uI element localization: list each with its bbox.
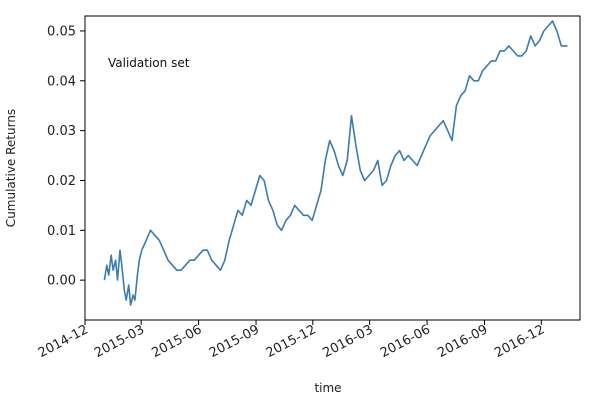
- x-axis-label: time: [314, 381, 341, 395]
- plot-frame: [84, 15, 581, 321]
- x-tick-label: 2014-12: [36, 322, 91, 361]
- y-tick-label: 0.05: [47, 24, 76, 39]
- x-tick-label: 2015-06: [149, 322, 204, 361]
- y-tick-label: 0.03: [47, 124, 76, 139]
- y-tick-label: 0.00: [47, 274, 76, 289]
- series-line-0: [103, 20, 568, 306]
- y-tick-label: 0.04: [47, 74, 76, 89]
- x-tick-label: 2015-03: [92, 322, 147, 361]
- x-tick-label: 2016-12: [492, 322, 547, 361]
- x-tick-label: 2015-09: [207, 322, 262, 361]
- x-tick-label: 2016-09: [435, 322, 490, 361]
- x-tick-label: 2016-06: [378, 322, 433, 361]
- y-axis-label: Cumulative Returns: [4, 109, 18, 227]
- x-tick-label: 2015-12: [264, 322, 319, 361]
- y-tick-label: 0.01: [47, 224, 76, 239]
- y-tick-label: 0.02: [47, 174, 76, 189]
- annotation-validation-set: Validation set: [108, 56, 190, 70]
- x-tick-label: 2016-03: [321, 322, 376, 361]
